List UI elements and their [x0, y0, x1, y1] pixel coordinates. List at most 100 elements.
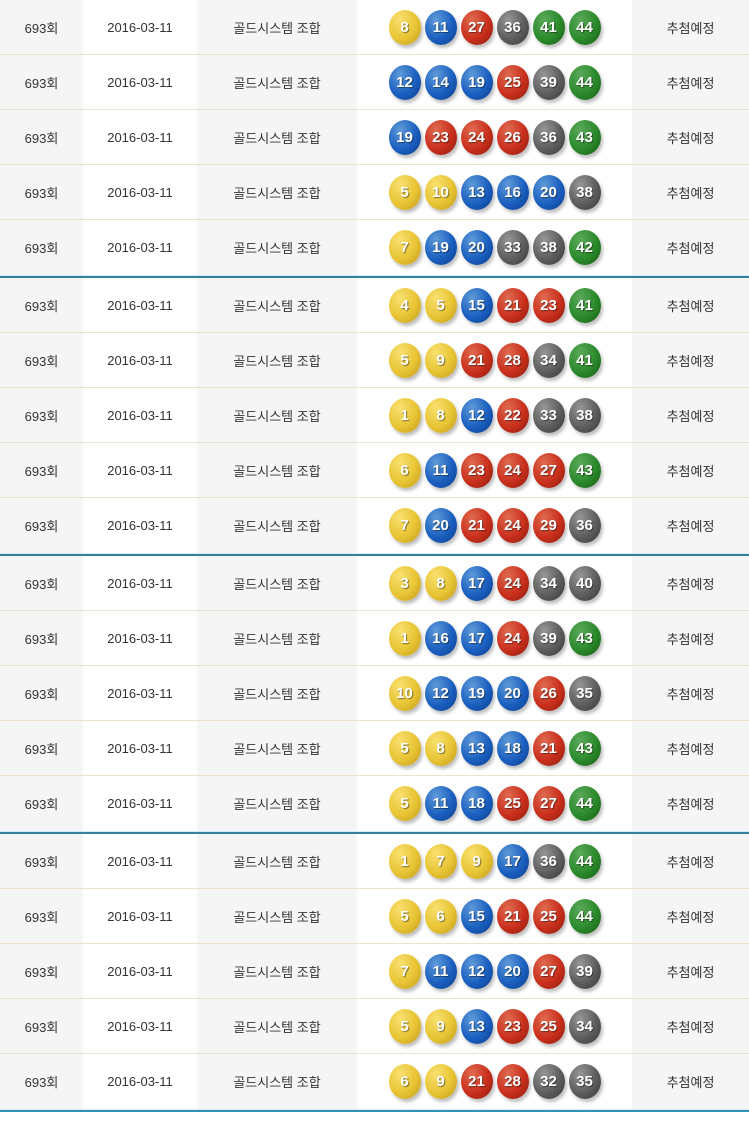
- lotto-ball: 11: [424, 786, 457, 821]
- table-row: 693회 2016-03-11 골드시스템 조합 7 19 20 33 38 42 추첨예…: [0, 220, 749, 275]
- numbers-cell: 6 9 21 28 32 35: [357, 1054, 632, 1109]
- round-cell: 693회: [0, 333, 83, 387]
- date-cell: 2016-03-11: [83, 498, 197, 553]
- lotto-ball: 36: [568, 508, 601, 543]
- lotto-ball: 24: [496, 620, 529, 656]
- round-cell: 693회: [0, 278, 83, 332]
- status-cell: 추첨예정: [632, 999, 749, 1053]
- lotto-ball: 44: [568, 843, 601, 879]
- lotto-ball: 1: [388, 397, 421, 433]
- lotto-ball: 40: [568, 565, 601, 601]
- date-cell: 2016-03-11: [83, 834, 197, 888]
- lotto-ball: 12: [460, 953, 493, 989]
- lotto-ball: 23: [496, 1008, 529, 1044]
- table-row: 693회 2016-03-11 골드시스템 조합 5 9 21 28 34 41 추첨예정: [0, 333, 749, 388]
- date-cell: 2016-03-11: [83, 999, 197, 1053]
- lotto-ball: 5: [424, 287, 457, 323]
- lotto-ball: 8: [424, 565, 457, 601]
- table-row: 693회 2016-03-11 골드시스템 조합 19 23 24 26 36 43 추첨…: [0, 110, 749, 165]
- round-cell: 693회: [0, 1054, 83, 1109]
- lotto-ball: 16: [424, 620, 457, 656]
- date-cell: 2016-03-11: [83, 721, 197, 775]
- round-cell: 693회: [0, 220, 83, 275]
- status-cell: 추첨예정: [632, 165, 749, 219]
- date-cell: 2016-03-11: [83, 556, 197, 610]
- round-cell: 693회: [0, 834, 83, 888]
- numbers-cell: 5 8 13 18 21 43: [357, 721, 632, 775]
- lotto-ball: 19: [388, 119, 421, 155]
- lotto-ball: 12: [424, 675, 457, 711]
- lotto-ball: 36: [532, 843, 565, 879]
- lotto-ball: 15: [460, 287, 493, 323]
- lotto-ball: 22: [496, 397, 529, 433]
- table-row: 693회 2016-03-11 골드시스템 조합 5 11 18 25 27 44 추첨예…: [0, 776, 749, 831]
- lotto-ball: 28: [496, 1064, 529, 1099]
- combo-cell: 골드시스템 조합: [197, 611, 357, 665]
- round-cell: 693회: [0, 55, 83, 109]
- lotto-ball: 11: [424, 452, 457, 488]
- date-cell: 2016-03-11: [83, 55, 197, 109]
- lotto-ball: 18: [496, 730, 529, 766]
- round-cell: 693회: [0, 721, 83, 775]
- lotto-ball: 5: [388, 174, 421, 210]
- lotto-ball: 8: [388, 9, 421, 45]
- lotto-ball: 23: [532, 287, 565, 323]
- date-cell: 2016-03-11: [83, 220, 197, 275]
- round-cell: 693회: [0, 611, 83, 665]
- lotto-ball: 9: [424, 1064, 457, 1099]
- round-cell: 693회: [0, 944, 83, 998]
- group-separator: [0, 831, 749, 834]
- lotto-ball: 24: [460, 119, 493, 155]
- lotto-ball: 20: [496, 953, 529, 989]
- round-cell: 693회: [0, 889, 83, 943]
- lotto-ball: 15: [460, 898, 493, 934]
- lotto-ball: 5: [388, 342, 421, 378]
- round-cell: 693회: [0, 776, 83, 831]
- table-row: 693회 2016-03-11 골드시스템 조합 5 10 13 16 20 38 추첨예…: [0, 165, 749, 220]
- status-cell: 추첨예정: [632, 110, 749, 164]
- numbers-cell: 6 11 23 24 27 43: [357, 443, 632, 497]
- lotto-ball: 25: [532, 1008, 565, 1044]
- status-cell: 추첨예정: [632, 498, 749, 553]
- lotto-ball: 17: [460, 620, 493, 656]
- combo-cell: 골드시스템 조합: [197, 388, 357, 442]
- round-cell: 693회: [0, 666, 83, 720]
- row-group: 693회 2016-03-11 골드시스템 조합 4 5 15 21 23 41 추첨예정…: [0, 278, 749, 553]
- table-bottom-border: [0, 1109, 749, 1112]
- lotto-ball: 25: [532, 898, 565, 934]
- lotto-ball: 6: [388, 1064, 421, 1099]
- table-row: 693회 2016-03-11 골드시스템 조합 5 6 15 21 25 44 추첨예정: [0, 889, 749, 944]
- lotto-ball: 32: [532, 1064, 565, 1099]
- lotto-ball: 7: [424, 843, 457, 879]
- date-cell: 2016-03-11: [83, 165, 197, 219]
- lotto-ball: 16: [496, 174, 529, 210]
- lotto-ball: 43: [568, 452, 601, 488]
- lotto-ball: 26: [496, 119, 529, 155]
- combo-cell: 골드시스템 조합: [197, 498, 357, 553]
- round-cell: 693회: [0, 165, 83, 219]
- lotto-ball: 10: [424, 174, 457, 210]
- lotto-ball: 44: [568, 898, 601, 934]
- lotto-ball: 27: [532, 786, 565, 821]
- numbers-cell: 3 8 17 24 34 40: [357, 556, 632, 610]
- status-cell: 추첨예정: [632, 388, 749, 442]
- lotto-ball: 43: [568, 730, 601, 766]
- lotto-ball: 39: [568, 953, 601, 989]
- lotto-ball: 21: [460, 342, 493, 378]
- numbers-cell: 5 6 15 21 25 44: [357, 889, 632, 943]
- lotto-ball: 1: [388, 620, 421, 656]
- numbers-cell: 19 23 24 26 36 43: [357, 110, 632, 164]
- table-row: 693회 2016-03-11 골드시스템 조합 8 11 27 36 41 44 추첨예…: [0, 0, 749, 55]
- combo-cell: 골드시스템 조합: [197, 721, 357, 775]
- row-group: 693회 2016-03-11 골드시스템 조합 3 8 17 24 34 40 추첨예정…: [0, 556, 749, 831]
- lotto-ball: 13: [460, 1008, 493, 1044]
- lotto-ball: 8: [424, 730, 457, 766]
- lotto-ball: 34: [568, 1008, 601, 1044]
- numbers-cell: 4 5 15 21 23 41: [357, 278, 632, 332]
- lotto-ball: 24: [496, 508, 529, 543]
- lotto-ball: 24: [496, 452, 529, 488]
- lotto-ball: 21: [496, 898, 529, 934]
- round-cell: 693회: [0, 0, 83, 54]
- round-cell: 693회: [0, 999, 83, 1053]
- combo-cell: 골드시스템 조합: [197, 889, 357, 943]
